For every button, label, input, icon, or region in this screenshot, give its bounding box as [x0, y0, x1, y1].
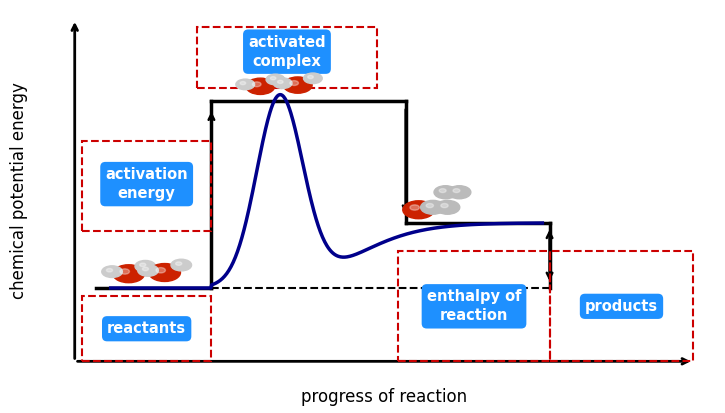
- Circle shape: [435, 200, 460, 214]
- Circle shape: [273, 78, 292, 88]
- Circle shape: [410, 205, 419, 210]
- Bar: [82, 296, 212, 361]
- Text: products: products: [585, 299, 658, 314]
- Circle shape: [171, 259, 191, 271]
- Circle shape: [102, 266, 123, 278]
- Bar: [82, 141, 212, 231]
- Circle shape: [175, 262, 182, 266]
- Circle shape: [107, 268, 112, 272]
- Circle shape: [113, 265, 144, 282]
- Bar: [550, 252, 693, 361]
- Text: progress of reaction: progress of reaction: [301, 388, 467, 406]
- Circle shape: [270, 77, 276, 80]
- Circle shape: [434, 186, 457, 199]
- Circle shape: [403, 201, 434, 219]
- Circle shape: [140, 263, 146, 266]
- Circle shape: [278, 80, 283, 83]
- Circle shape: [266, 74, 285, 85]
- Circle shape: [307, 76, 313, 78]
- Circle shape: [138, 265, 158, 276]
- Circle shape: [453, 189, 460, 192]
- Circle shape: [290, 81, 299, 85]
- Text: activated
complex: activated complex: [248, 35, 326, 69]
- Circle shape: [156, 268, 165, 273]
- Circle shape: [236, 79, 254, 90]
- Bar: [399, 252, 550, 361]
- Text: reactants: reactants: [107, 321, 186, 336]
- Circle shape: [149, 263, 181, 282]
- Circle shape: [252, 82, 261, 87]
- Circle shape: [448, 186, 471, 199]
- Circle shape: [120, 269, 130, 274]
- Circle shape: [426, 204, 434, 208]
- Bar: [197, 27, 377, 88]
- Text: enthalpy of
reaction: enthalpy of reaction: [427, 289, 521, 323]
- Text: chemical potential energy: chemical potential energy: [9, 82, 28, 299]
- Text: activation
energy: activation energy: [105, 167, 188, 201]
- Circle shape: [246, 78, 275, 95]
- Circle shape: [304, 73, 322, 83]
- Circle shape: [142, 267, 149, 271]
- Circle shape: [283, 77, 312, 93]
- Circle shape: [441, 204, 448, 208]
- Circle shape: [420, 200, 445, 214]
- Circle shape: [135, 261, 156, 272]
- Circle shape: [439, 189, 446, 192]
- Circle shape: [240, 81, 246, 85]
